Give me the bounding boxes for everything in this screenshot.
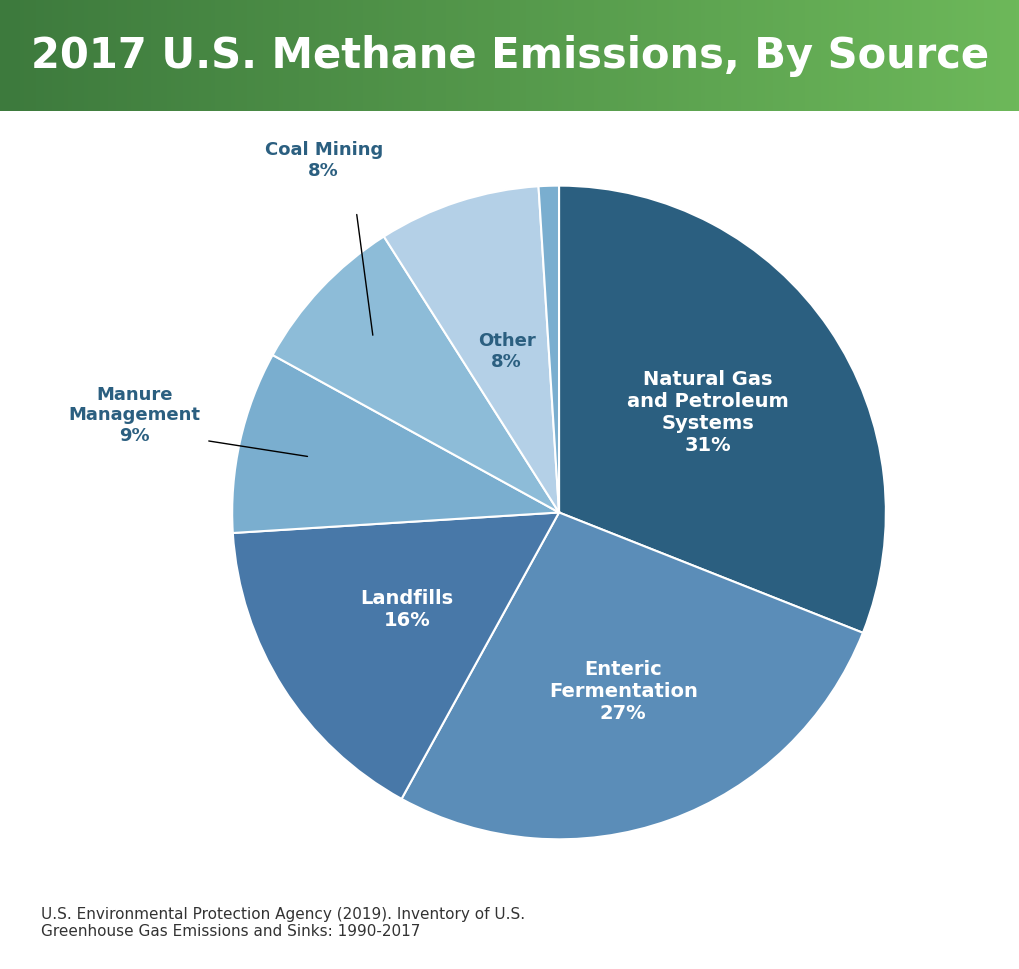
Wedge shape xyxy=(538,186,558,513)
Text: Other
8%: Other 8% xyxy=(477,332,535,371)
Text: Landfills
16%: Landfills 16% xyxy=(361,589,453,630)
Text: Manure
Management
9%: Manure Management 9% xyxy=(68,386,200,445)
Wedge shape xyxy=(272,237,558,513)
Wedge shape xyxy=(232,513,558,799)
Text: Coal Mining
8%: Coal Mining 8% xyxy=(264,141,382,180)
Text: U.S. Environmental Protection Agency (2019). Inventory of U.S.
Greenhouse Gas Em: U.S. Environmental Protection Agency (20… xyxy=(41,906,525,938)
Wedge shape xyxy=(558,186,886,633)
Wedge shape xyxy=(232,356,558,534)
Wedge shape xyxy=(401,513,862,839)
Text: Enteric
Fermentation
27%: Enteric Fermentation 27% xyxy=(548,660,697,723)
Wedge shape xyxy=(383,187,558,513)
Text: 2017 U.S. Methane Emissions, By Source: 2017 U.S. Methane Emissions, By Source xyxy=(31,35,988,77)
Text: Natural Gas
and Petroleum
Systems
31%: Natural Gas and Petroleum Systems 31% xyxy=(627,369,788,454)
